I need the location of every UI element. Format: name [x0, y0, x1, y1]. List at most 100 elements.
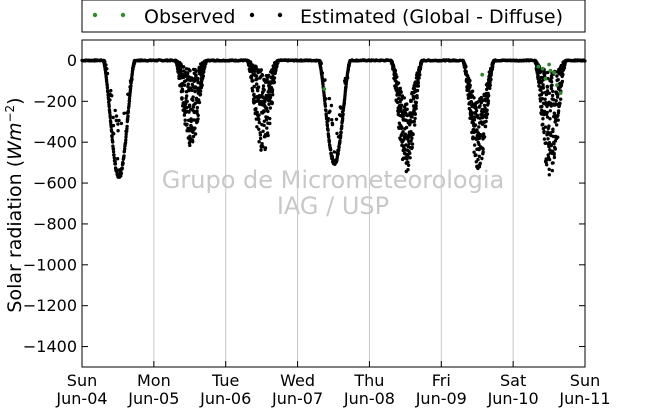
- estimated-point-1260: [324, 97, 328, 101]
- estimated-point-908: [201, 70, 206, 75]
- y-axis-title-exponent: −2: [3, 105, 17, 123]
- estimated-point-484: [105, 79, 109, 84]
- estimated-point-728: [182, 65, 186, 69]
- estimated-point-1769: [469, 100, 473, 104]
- x-tick-label-day-5: Fri: [432, 371, 451, 390]
- estimated-point-1071: [260, 142, 264, 146]
- estimated-point-476: [104, 63, 108, 67]
- estimated-point-1270: [325, 124, 330, 128]
- estimated-point-586: [123, 147, 127, 151]
- estimated-point-1561: [406, 168, 410, 172]
- estimated-point-1092: [262, 88, 266, 92]
- estimated-point-2236: [561, 72, 565, 77]
- estimated-point-2173: [554, 99, 558, 103]
- estimated-point-2053: [541, 117, 545, 121]
- x-tick-label-day-6: Sat: [500, 371, 526, 390]
- estimated-point-1502: [399, 90, 403, 95]
- estimated-point-2067: [542, 137, 547, 141]
- estimated-point-1147: [268, 95, 273, 100]
- estimated-point-1134: [267, 73, 271, 78]
- estimated-point-1574: [407, 142, 411, 146]
- estimated-point-830: [193, 89, 197, 94]
- estimated-point-2134: [549, 80, 554, 84]
- estimated-point-1937: [488, 86, 492, 91]
- estimated-point-1058: [258, 133, 263, 137]
- estimated-point-1627: [413, 112, 417, 116]
- estimated-point-527: [112, 153, 116, 157]
- estimated-point-518: [111, 115, 115, 120]
- estimated-point-2096: [545, 85, 550, 89]
- estimated-point-734: [182, 113, 187, 117]
- estimated-point-649: [133, 58, 137, 63]
- estimated-point-823: [192, 109, 197, 114]
- estimated-point-1491: [398, 86, 402, 91]
- estimated-point-488: [105, 86, 110, 90]
- estimated-point-849: [195, 105, 199, 110]
- estimated-point-2114: [547, 91, 552, 95]
- estimated-point-1501: [399, 97, 404, 102]
- estimated-point-855: [196, 117, 200, 121]
- estimated-point-1661: [417, 76, 421, 80]
- observed-point-1: [480, 72, 485, 77]
- legend-frame: [81, 0, 586, 33]
- estimated-point-1903: [484, 119, 488, 124]
- estimated-point-1952: [489, 71, 493, 75]
- estimated-point-1290: [329, 147, 333, 152]
- estimated-point-753: [185, 94, 189, 98]
- estimated-point-1308: [332, 150, 336, 154]
- estimated-point-2112: [547, 167, 551, 171]
- estimated-point-1796: [472, 96, 476, 100]
- estimated-point-2180: [555, 123, 559, 127]
- estimated-point-2097: [546, 70, 550, 75]
- y-axis-title: Solar radiation (Wm−2): [3, 97, 26, 312]
- estimated-point-1061: [259, 148, 263, 152]
- estimated-point-1356: [340, 124, 344, 128]
- estimated-point-1044: [257, 117, 261, 122]
- estimated-point-1348: [339, 106, 343, 110]
- estimated-point-605: [126, 114, 130, 118]
- y-axis-title-main: Solar radiation (: [4, 160, 26, 313]
- estimated-point-1781: [470, 89, 475, 93]
- estimated-point-1552: [405, 102, 409, 106]
- estimated-point-1550: [404, 125, 409, 130]
- estimated-point-1000: [252, 92, 256, 97]
- estimated-point-1505: [400, 103, 404, 108]
- estimated-point-2073: [543, 97, 547, 101]
- estimated-point-1977: [492, 58, 496, 63]
- estimated-point-1878: [481, 147, 485, 151]
- estimated-point-2107: [547, 124, 551, 128]
- estimated-point-1599: [410, 145, 414, 150]
- estimated-point-1125: [266, 133, 270, 138]
- y-tick-label-0: 0: [67, 51, 77, 70]
- estimated-point-1273: [326, 116, 330, 121]
- estimated-point-2133: [550, 76, 554, 80]
- estimated-point-2126: [549, 101, 553, 106]
- x-tick-label-day-7: Sun: [570, 371, 600, 390]
- estimated-point-490: [106, 90, 110, 94]
- x-tick-label-date-1: Jun-05: [127, 389, 179, 408]
- estimated-point-524: [111, 147, 116, 151]
- estimated-point-1015: [254, 107, 258, 111]
- estimated-point-1116: [265, 126, 269, 130]
- estimated-point-2263: [564, 58, 568, 63]
- estimated-point-1363: [341, 112, 345, 116]
- estimated-point-2118: [548, 148, 552, 152]
- y-tick-label-6: −1200: [23, 296, 77, 315]
- estimated-point-772: [186, 118, 191, 123]
- estimated-point-1915: [485, 112, 490, 116]
- observed-point-5: [547, 62, 551, 67]
- estimated-point-2161: [553, 113, 557, 118]
- estimated-point-781: [188, 143, 192, 148]
- estimated-point-2011: [536, 74, 540, 79]
- estimated-point-1041: [257, 127, 261, 131]
- x-tick-label-date-3: Jun-07: [271, 389, 323, 408]
- estimated-point-985: [250, 89, 255, 93]
- legend-observed-label: Observed: [144, 6, 235, 28]
- estimated-point-733: [182, 83, 187, 87]
- estimated-point-1635: [414, 106, 418, 111]
- estimated-point-2090: [545, 92, 549, 96]
- estimated-point-1104: [263, 146, 268, 150]
- estimated-point-2095: [545, 89, 550, 93]
- estimated-point-1485: [397, 93, 402, 97]
- estimated-point-567: [119, 121, 124, 126]
